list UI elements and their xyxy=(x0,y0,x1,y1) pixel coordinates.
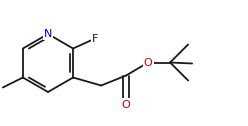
Text: O: O xyxy=(144,57,153,68)
Text: O: O xyxy=(122,100,130,109)
Text: F: F xyxy=(92,34,98,43)
Text: N: N xyxy=(44,29,52,39)
